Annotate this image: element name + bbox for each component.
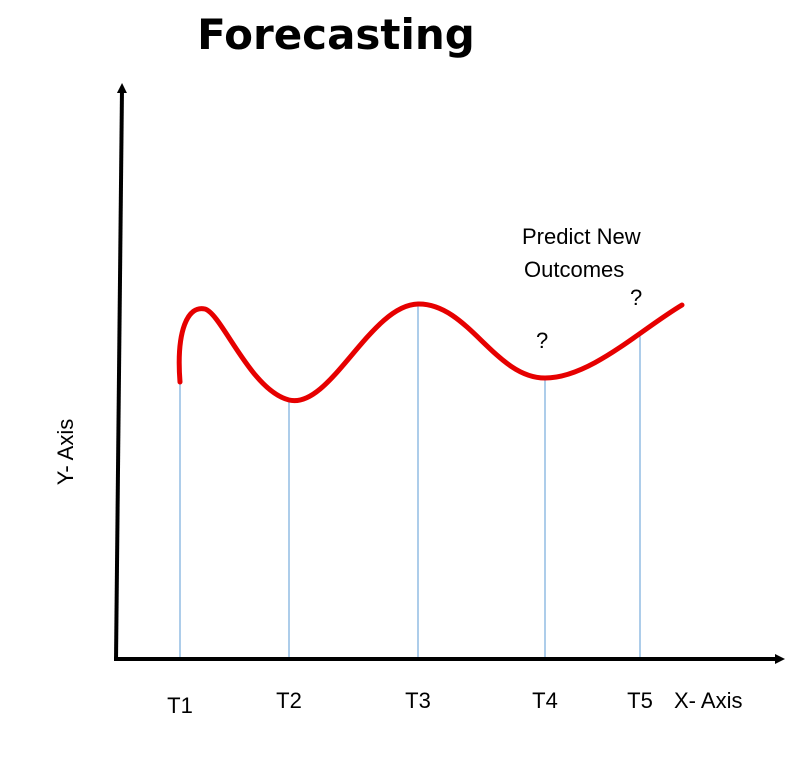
diagram-title: Forecasting (197, 10, 475, 59)
tick-label-t3: T3 (405, 688, 431, 713)
x-axis-label: X- Axis (674, 688, 742, 713)
tick-label-t4: T4 (532, 688, 558, 713)
unknown-marker-t5: ? (630, 285, 642, 310)
annotation-line-2: Outcomes (524, 257, 624, 282)
tick-label-t1: T1 (167, 693, 193, 718)
y-axis (114, 83, 127, 662)
forecast-curve (176, 301, 685, 404)
annotation-line-1: Predict New (522, 224, 641, 249)
tick-label-t5: T5 (627, 688, 653, 713)
unknown-marker-t4: ? (536, 328, 548, 353)
y-axis-label: Y- Axis (53, 419, 78, 485)
tick-label-t2: T2 (276, 688, 302, 713)
